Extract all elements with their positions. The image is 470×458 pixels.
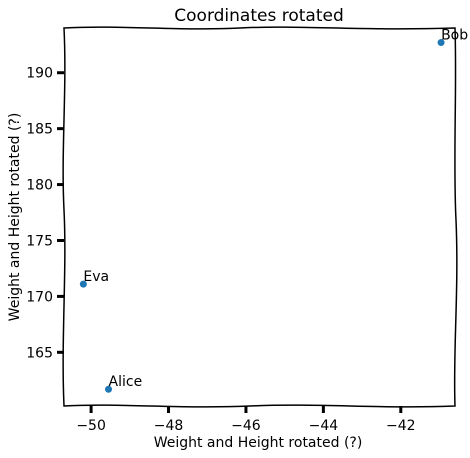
- data-point-alice: [105, 385, 113, 393]
- x-axis-label: Weight and Height rotated (?): [154, 435, 363, 451]
- x-tick-label: −48: [154, 418, 184, 434]
- x-tick-label: −50: [76, 418, 106, 434]
- plot-frame: [62, 26, 458, 408]
- y-tick-label: 170: [26, 289, 53, 305]
- x-axis-ticks: −50 −48 −46 −44 −42: [76, 406, 416, 434]
- point-label-bob: Bob: [441, 28, 468, 44]
- data-point-bob: [437, 39, 445, 47]
- y-tick-label: 190: [26, 66, 53, 82]
- x-tick-label: −42: [386, 418, 416, 434]
- data-point-eva: [79, 280, 87, 288]
- point-label-eva: Eva: [83, 269, 109, 285]
- y-axis-ticks: 165 170 175 180 185 190: [26, 66, 64, 361]
- x-tick-label: −44: [309, 418, 339, 434]
- y-tick-label: 180: [26, 178, 53, 194]
- data-points: Bob Eva Alice: [79, 28, 468, 393]
- y-tick-label: 185: [26, 122, 53, 138]
- y-tick-label: 175: [26, 233, 53, 249]
- y-axis-label: Weight and Height rotated (?): [7, 113, 23, 322]
- point-label-alice: Alice: [109, 374, 143, 390]
- x-tick-label: −46: [231, 418, 261, 434]
- chart-title: Coordinates rotated: [174, 6, 343, 26]
- y-tick-label: 165: [26, 345, 53, 361]
